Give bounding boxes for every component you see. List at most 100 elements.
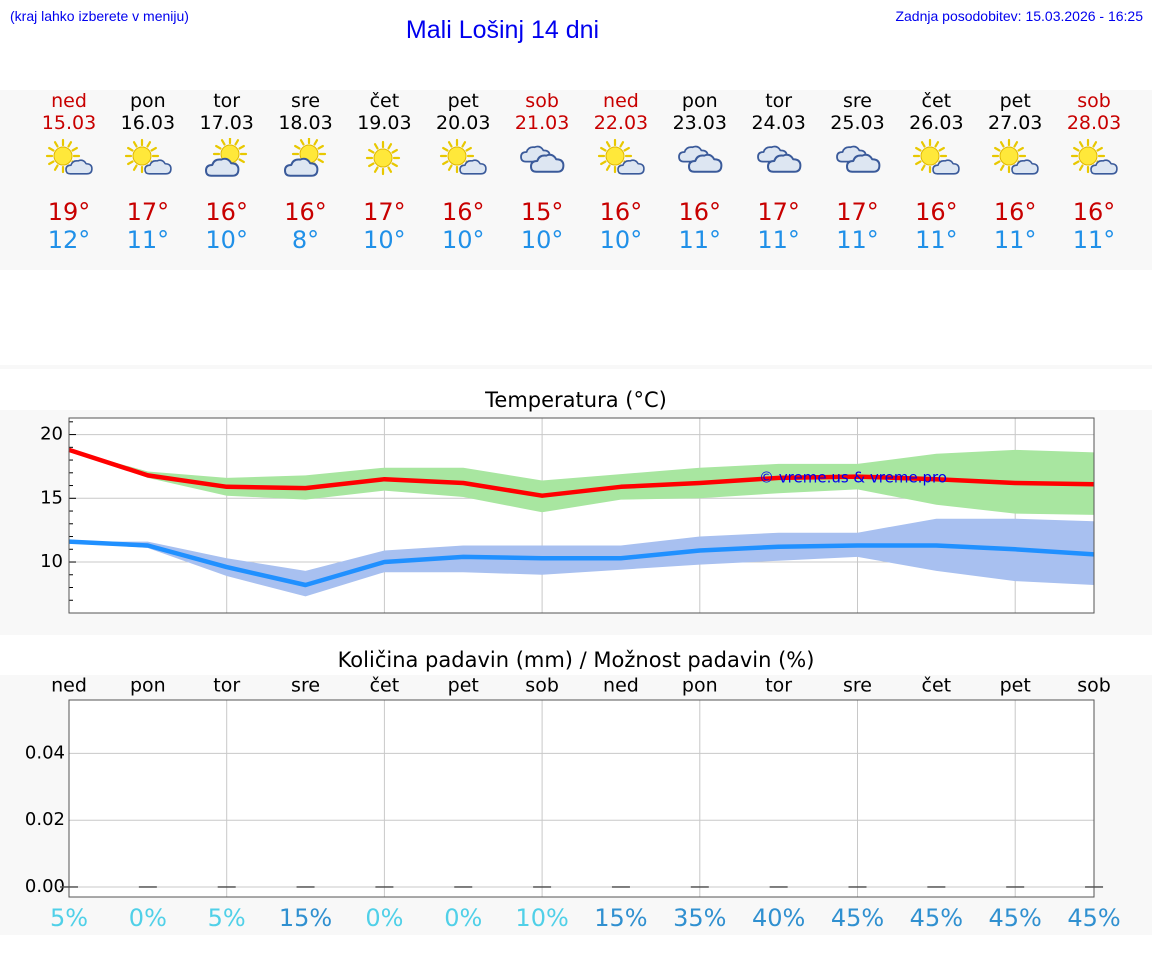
day-date: 23.03 (672, 112, 727, 134)
temp-y-tick-label: 15 (40, 487, 63, 508)
day-name: pon (129, 90, 166, 112)
cloudy-icon (833, 138, 883, 180)
precip-probability: 35% (673, 904, 726, 932)
min-temp: 11° (915, 226, 958, 254)
precip-day-label: sob (525, 675, 559, 697)
max-temp: 16° (441, 198, 485, 226)
precip-day-label: tor (765, 675, 792, 697)
precip-bar (848, 886, 867, 888)
min-temp: 11° (993, 226, 1037, 254)
day-date: 28.03 (1066, 112, 1122, 134)
precip-day-label: pon (130, 675, 166, 697)
temp-y-tick-label: 10 (40, 551, 63, 572)
day-name: čet (921, 90, 952, 112)
temp-line-max (68, 447, 1095, 498)
day-name: sre (843, 90, 872, 112)
day-name: ned (51, 90, 87, 112)
temp-plot-frame (68, 417, 1095, 614)
precip-bar (217, 886, 236, 888)
precip-y-tick-label: 0.04 (25, 742, 65, 763)
day-date: 27.03 (987, 112, 1043, 134)
min-temp: 10° (520, 226, 564, 254)
precip-bar (375, 886, 394, 888)
separator-band (0, 365, 1152, 369)
max-temp: 19° (47, 198, 91, 226)
day-name: čet (369, 90, 400, 112)
day-date: 20.03 (436, 112, 491, 134)
precip-probability: 45% (910, 904, 963, 932)
day-name: sob (525, 90, 559, 112)
precip-y-tick-label: 0.02 (25, 809, 65, 830)
precip-bar (533, 886, 552, 888)
cloudy-icon (675, 138, 725, 180)
day-name: pon (681, 90, 718, 112)
max-temp: 16° (1072, 198, 1116, 226)
day-date: 21.03 (514, 112, 570, 134)
max-temp: 17° (836, 198, 879, 226)
page-title: Mali Lošinj 14 dni (405, 16, 600, 44)
daily-forecast-band (0, 90, 1152, 270)
chart-watermark: © vreme.us & vreme.pro (759, 468, 947, 486)
min-temp: 10° (363, 226, 406, 254)
min-temp: 10° (441, 226, 485, 254)
sun-cloud-large-icon (281, 136, 331, 180)
max-temp: 16° (915, 198, 958, 226)
precip-plot-frame (68, 699, 1095, 898)
sun-cloud-large-icon (202, 136, 252, 180)
precip-probability: 45% (831, 904, 884, 932)
sun-cloud-small-icon (438, 138, 488, 180)
temperature-chart: © vreme.us & vreme.pro 10 15 20 (40, 417, 1095, 614)
precip-day-label: tor (213, 675, 240, 697)
sun-cloud-small-icon (123, 138, 173, 180)
last-updated: Zadnja posodobitev: 15.03.2026 - 16:25 (895, 8, 1143, 24)
precipitation-chart: ned pon tor sre čet pet sob ned pon tor sre čet pet s… (25, 675, 1121, 933)
sun-cloud-small-icon (990, 138, 1040, 180)
max-temp: 16° (284, 198, 327, 226)
precip-probability: 0% (129, 904, 167, 932)
precip-probability: 10% (515, 904, 568, 932)
precip-probability: 0% (365, 904, 403, 932)
min-temp: 11° (757, 226, 800, 254)
temperature-chart-title: Temperatura (°C) (485, 388, 667, 412)
precip-bar (690, 886, 709, 888)
precip-day-label: čet (370, 675, 400, 697)
day-date: 16.03 (120, 112, 176, 134)
precip-day-label: ned (603, 675, 639, 697)
precip-day-label: pet (448, 675, 479, 697)
day-date: 15.03 (41, 112, 97, 134)
day-date: 24.03 (751, 112, 806, 134)
max-temp: 17° (126, 198, 170, 226)
day-date: 17.03 (199, 112, 254, 134)
precip-chart-title: Količina padavin (mm) / Možnost padavin … (337, 648, 815, 672)
sun-icon (359, 138, 409, 180)
precip-bar (769, 886, 788, 888)
day-name: ned (603, 90, 639, 112)
temp-line-min (68, 539, 1095, 588)
min-temp: 11° (836, 226, 879, 254)
min-temp: 11° (678, 226, 722, 254)
cloudy-icon (517, 138, 567, 180)
precip-probability: 45% (989, 904, 1042, 932)
day-date: 19.03 (357, 112, 412, 134)
precip-day-label: pet (1000, 675, 1031, 697)
min-temp: 11° (126, 226, 170, 254)
temp-plot-area (69, 418, 1094, 613)
temp-band-max-range (69, 449, 1094, 515)
precip-bar (611, 886, 630, 888)
max-temp: 16° (599, 198, 643, 226)
sun-cloud-small-icon (44, 138, 94, 180)
min-temp: 12° (47, 226, 91, 254)
max-temp: 17° (757, 198, 800, 226)
precip-probability: 45% (1067, 904, 1120, 932)
day-date: 18.03 (278, 112, 333, 134)
day-name: tor (765, 90, 793, 112)
max-temp: 17° (363, 198, 406, 226)
day-name: sre (291, 90, 321, 112)
precip-day-label: ned (51, 675, 87, 697)
max-temp: 16° (678, 198, 722, 226)
day-date: 26.03 (909, 112, 964, 134)
precip-bar (138, 886, 157, 888)
precip-day-label: sre (291, 675, 320, 697)
precip-probability: 40% (752, 904, 805, 932)
min-temp: 10° (599, 226, 643, 254)
